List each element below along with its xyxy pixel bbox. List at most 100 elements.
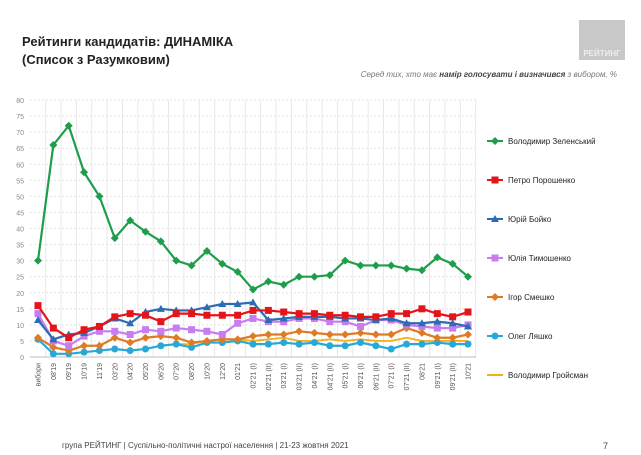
x-tick-label: 04'21 (II) (327, 363, 334, 390)
data-point (433, 317, 442, 325)
data-point (249, 332, 257, 341)
data-point (126, 216, 135, 225)
legend-marker (491, 137, 499, 145)
data-point (49, 343, 58, 352)
data-point (279, 314, 288, 322)
page-number: 7 (603, 441, 609, 451)
data-point (80, 168, 89, 177)
data-point (188, 343, 196, 351)
data-point (449, 313, 457, 321)
data-point (325, 330, 334, 339)
y-tick-label: 55 (16, 178, 24, 185)
data-point (418, 340, 426, 348)
data-point (264, 277, 273, 286)
data-point (141, 227, 150, 236)
data-point (357, 313, 364, 321)
data-point (111, 345, 119, 353)
y-tick-label: 75 (16, 114, 24, 121)
x-tick-label: 03'21 (II) (297, 363, 304, 390)
data-point (464, 322, 472, 330)
x-tick-label: 08'21 (419, 363, 426, 380)
data-point (172, 340, 180, 348)
y-tick-label: 0 (20, 355, 24, 362)
data-point (188, 310, 196, 318)
data-point (387, 261, 396, 270)
y-tick-label: 25 (16, 275, 24, 282)
data-point (356, 261, 365, 270)
data-point (34, 333, 42, 342)
data-point (356, 328, 365, 337)
legend-label: Володимир Гройсман (508, 371, 588, 380)
footer-text: група РЕЙТИНГ | Суспільно-політичні наст… (62, 441, 349, 450)
data-point (280, 318, 288, 326)
data-point (433, 310, 441, 318)
data-point (357, 339, 364, 347)
x-tick-label: 07'21 (II) (404, 363, 411, 390)
legend-marker (491, 254, 499, 262)
data-point (464, 272, 472, 281)
data-point (157, 327, 165, 335)
data-point (157, 342, 165, 350)
legend-marker (491, 332, 499, 340)
y-tick-label: 70 (16, 130, 24, 137)
data-point (387, 314, 396, 322)
data-point (310, 328, 319, 337)
data-point (418, 322, 426, 330)
data-point (126, 347, 134, 355)
x-tick-label: 07'21 (I) (389, 363, 396, 388)
data-point (233, 335, 242, 344)
data-point (187, 338, 196, 347)
data-point (249, 285, 257, 294)
data-point (34, 256, 42, 265)
y-tick-label: 5 (20, 339, 24, 346)
data-point (403, 340, 411, 348)
data-point (188, 326, 196, 334)
data-point (448, 259, 457, 268)
data-point (65, 334, 73, 342)
data-point (295, 310, 303, 318)
data-point (233, 267, 242, 276)
logo: РЕЙТИНГ (579, 20, 625, 60)
y-tick-label: 35 (16, 243, 24, 250)
data-point (80, 332, 88, 340)
page-subtitle: (Список з Разумковим) (22, 52, 170, 67)
data-point (464, 330, 472, 339)
data-point (448, 333, 457, 342)
data-point (187, 261, 196, 270)
data-point (172, 256, 181, 265)
legend-marker (491, 293, 499, 301)
data-point (280, 308, 288, 316)
legend-label: Ігор Смешко (508, 293, 555, 302)
data-point (326, 311, 334, 319)
data-point (325, 271, 334, 280)
data-point (371, 330, 380, 339)
data-point (34, 302, 42, 310)
data-point (142, 311, 149, 319)
x-tick-label: 03'20 (112, 363, 119, 380)
data-point (448, 319, 457, 327)
data-point (126, 331, 134, 339)
x-tick-label: 12'20 (220, 363, 227, 380)
data-point (202, 336, 211, 345)
data-point (157, 318, 165, 326)
data-point (95, 322, 103, 330)
legend-label: Юрій Бойко (508, 215, 552, 224)
data-point (433, 253, 442, 262)
data-point (111, 313, 119, 321)
note-bold: намір голосувати і визначився (439, 70, 566, 79)
legend-label: Олег Ляшко (508, 332, 553, 341)
data-point (126, 338, 135, 347)
data-point (202, 303, 211, 311)
data-point (387, 345, 395, 353)
y-tick-label: 45 (16, 210, 24, 217)
data-point (341, 342, 349, 350)
data-point (203, 327, 211, 335)
data-point (172, 310, 180, 318)
data-point (433, 324, 441, 332)
data-point (310, 272, 319, 281)
data-point (218, 311, 226, 319)
data-point (203, 311, 211, 319)
data-point (295, 340, 303, 348)
data-point (402, 319, 411, 327)
